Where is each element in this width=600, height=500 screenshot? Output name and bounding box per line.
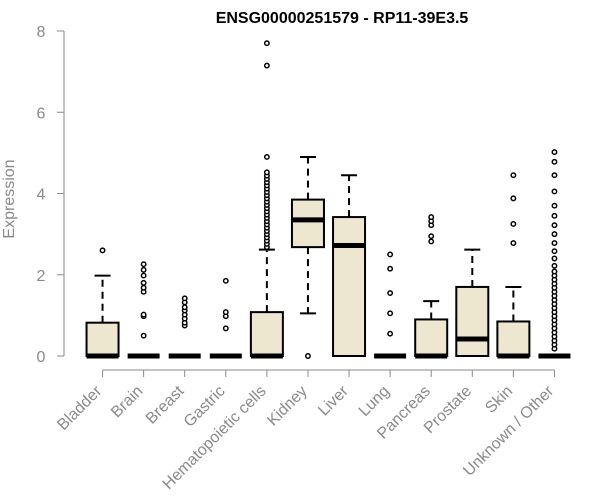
outlier-point xyxy=(510,195,517,202)
outlier-point xyxy=(387,251,394,258)
y-tick-label: 6 xyxy=(37,105,46,122)
x-tick-label: Breast xyxy=(143,382,188,427)
outlier-point xyxy=(551,202,558,209)
outlier-point xyxy=(551,262,558,269)
outlier-point xyxy=(551,212,558,219)
box-group: Hematopoietic cells xyxy=(160,40,284,493)
outlier-point xyxy=(428,214,435,221)
chart-title: ENSG00000251579 - RP11-39E3.5 xyxy=(216,10,469,27)
outlier-point xyxy=(551,255,558,262)
outlier-point xyxy=(263,153,270,160)
outlier-point xyxy=(140,279,147,286)
outlier-point xyxy=(140,272,147,279)
box xyxy=(332,216,367,357)
outlier-point xyxy=(140,311,147,318)
outlier-point xyxy=(99,247,106,254)
outlier-point xyxy=(222,325,229,332)
x-tick-label: Skin xyxy=(482,383,516,417)
outlier-point xyxy=(140,261,147,268)
y-tick-label: 0 xyxy=(37,349,46,366)
box xyxy=(455,285,490,357)
outlier-point xyxy=(222,309,229,316)
outlier-point xyxy=(387,265,394,272)
outlier-point xyxy=(428,233,435,240)
box xyxy=(496,320,531,357)
y-tick-label: 8 xyxy=(37,24,46,41)
outlier-point xyxy=(551,172,558,179)
outlier-point xyxy=(510,240,517,247)
outlier-point xyxy=(510,172,517,179)
outlier-point xyxy=(551,268,558,275)
outlier-point xyxy=(551,149,558,156)
x-tick-label: Lung xyxy=(356,383,393,420)
box-group: Kidney xyxy=(264,155,325,430)
outlier-point xyxy=(387,330,394,337)
box-group: Skin xyxy=(482,172,531,417)
outlier-point xyxy=(263,169,270,176)
outlier-point xyxy=(387,290,394,296)
outlier-point xyxy=(305,353,311,359)
outlier-point xyxy=(140,284,147,291)
outlier-point xyxy=(181,295,188,302)
outlier-point xyxy=(551,222,558,229)
box xyxy=(85,321,120,357)
y-axis-label: Expression xyxy=(1,159,18,238)
x-tick-label: Kidney xyxy=(264,383,311,430)
outlier-point xyxy=(510,221,517,227)
outlier-point xyxy=(181,304,188,311)
outlier-point xyxy=(140,332,147,339)
x-tick-label: Bladder xyxy=(54,382,105,433)
x-tick-label: Brain xyxy=(108,383,146,421)
x-tick-label: Liver xyxy=(315,382,352,419)
outlier-point xyxy=(551,158,558,165)
outlier-point xyxy=(222,277,229,284)
outlier-point xyxy=(387,310,394,317)
box xyxy=(249,311,284,357)
outlier-point xyxy=(263,62,270,69)
outlier-point xyxy=(551,240,558,247)
y-tick-label: 2 xyxy=(37,268,46,285)
outlier-point xyxy=(551,231,558,238)
box xyxy=(414,318,449,357)
box xyxy=(290,198,325,249)
y-tick-label: 4 xyxy=(37,187,46,204)
outlier-point xyxy=(140,266,147,273)
outlier-point xyxy=(428,238,435,245)
outlier-point xyxy=(263,40,270,47)
outlier-point xyxy=(551,188,558,195)
outlier-point xyxy=(551,248,558,255)
